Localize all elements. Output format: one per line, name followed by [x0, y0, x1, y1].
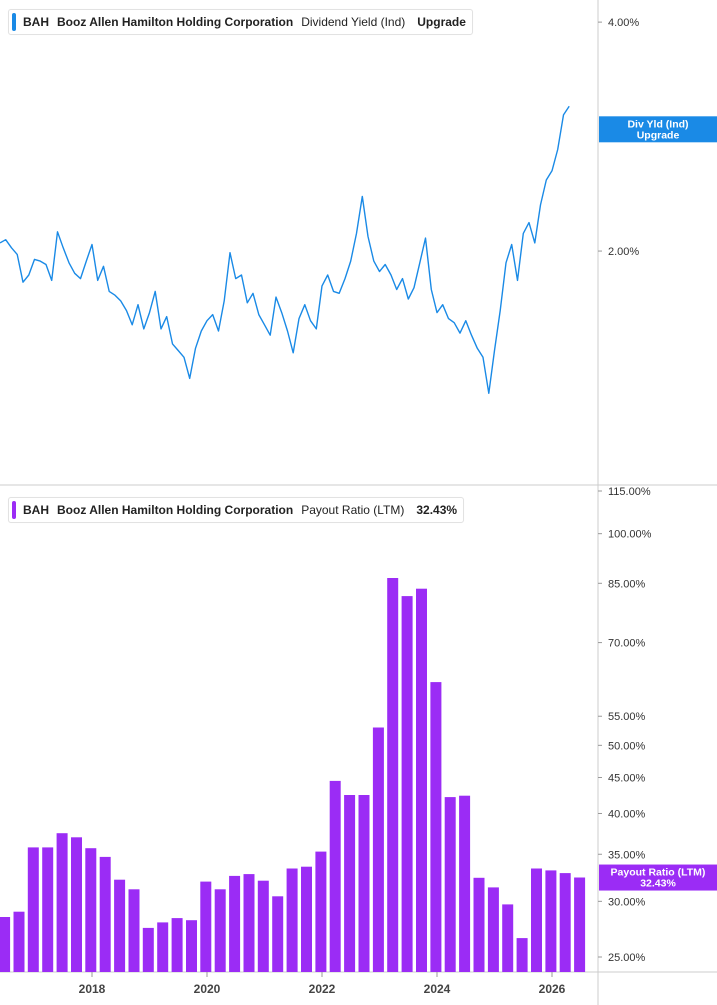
yield-tag-label: Div Yld (Ind) — [627, 118, 688, 130]
y-tick-label: 45.00% — [608, 773, 646, 785]
payout-tag-label: Payout Ratio (LTM) — [611, 867, 706, 879]
payout-plot — [0, 578, 586, 972]
x-tick-label: 2022 — [309, 982, 336, 996]
payout-bar — [42, 847, 54, 972]
payout-bar — [516, 938, 528, 972]
payout-tag — [599, 864, 717, 891]
x-tick-label: 2020 — [194, 982, 221, 996]
y-tick-label: 35.00% — [608, 849, 646, 861]
y-tick-label: 85.00% — [608, 578, 646, 590]
legend-company: Booz Allen Hamilton Holding Corporation — [57, 15, 294, 29]
payout-bar — [444, 797, 456, 972]
legend-company: Booz Allen Hamilton Holding Corporation — [57, 503, 294, 517]
payout-bar — [372, 727, 384, 972]
payout-bar — [358, 795, 370, 972]
payout-swatch — [12, 501, 16, 519]
payout-bar — [502, 904, 514, 972]
y-tick-label: 30.00% — [608, 896, 646, 908]
payout-bar — [401, 596, 413, 972]
y-tick-label: 25.00% — [608, 952, 646, 964]
payout-bar — [229, 875, 241, 972]
legend-ticker: BAH — [23, 503, 49, 517]
legend-dividend-yield[interactable]: BAH Booz Allen Hamilton Holding Corporat… — [8, 9, 473, 35]
payout-bar — [128, 889, 140, 972]
payout-bar — [387, 578, 399, 972]
payout-bar — [200, 881, 212, 972]
payout-bar — [99, 856, 111, 972]
legend-metric: Payout Ratio (LTM) — [301, 503, 405, 517]
y-tick-label: 50.00% — [608, 740, 646, 752]
payout-bar — [71, 837, 82, 972]
payout-bar — [171, 918, 183, 972]
payout-bar — [301, 866, 312, 972]
payout-bar — [545, 870, 557, 972]
payout-bar — [559, 873, 571, 972]
y-tick-label: 70.00% — [608, 638, 646, 650]
payout-bar — [329, 780, 341, 972]
yield-plot — [0, 105, 570, 394]
value-tags: Div Yld (Ind)Upgrade Payout Ratio (LTM)32… — [599, 116, 717, 891]
yield-swatch — [12, 13, 16, 31]
legend-value: 32.43% — [416, 503, 458, 517]
x-tick-label: 2024 — [424, 982, 451, 996]
payout-bar — [531, 868, 542, 972]
y-tick-label: 2.00% — [608, 246, 639, 258]
payout-bar — [430, 682, 442, 972]
payout-bar — [315, 851, 327, 972]
dividend-yield-line — [0, 105, 570, 394]
legend-metric: Dividend Yield (Ind) — [301, 15, 406, 29]
payout-bar — [186, 920, 197, 972]
payout-bar — [85, 848, 97, 972]
payout-bar — [142, 927, 154, 972]
payout-bar — [157, 922, 169, 972]
y-tick-label: 55.00% — [608, 711, 646, 723]
payout-bar — [344, 795, 356, 972]
payout-bar — [56, 833, 68, 972]
payout-bar — [114, 879, 126, 972]
legend-ticker: BAH — [23, 15, 49, 29]
payout-bar — [487, 887, 499, 972]
payout-bar — [286, 868, 298, 972]
payout-bar — [574, 877, 586, 972]
y-tick-label: 40.00% — [608, 808, 646, 820]
x-tick-label: 2026 — [539, 982, 566, 996]
x-tick-label: 2018 — [79, 982, 106, 996]
payout-bar — [243, 874, 255, 972]
payout-bar — [416, 588, 427, 972]
payout-tag-value: 32.43% — [640, 878, 676, 890]
payout-bar — [257, 880, 269, 972]
payout-bar — [13, 911, 25, 972]
payout-bar — [473, 877, 485, 972]
payout-bar — [0, 917, 11, 972]
payout-bar — [272, 896, 284, 972]
yield-tag — [599, 116, 717, 143]
yield-tag-value: Upgrade — [637, 129, 680, 141]
payout-bar — [214, 889, 226, 972]
y-tick-label: 100.00% — [608, 529, 652, 541]
upgrade-link[interactable]: Upgrade — [417, 15, 466, 29]
payout-bar — [27, 847, 39, 972]
y-tick-label: 115.00% — [608, 486, 651, 498]
y-tick-label: 4.00% — [608, 17, 639, 29]
legend-payout-ratio[interactable]: BAH Booz Allen Hamilton Holding Corporat… — [8, 497, 465, 523]
payout-bar — [459, 795, 471, 972]
